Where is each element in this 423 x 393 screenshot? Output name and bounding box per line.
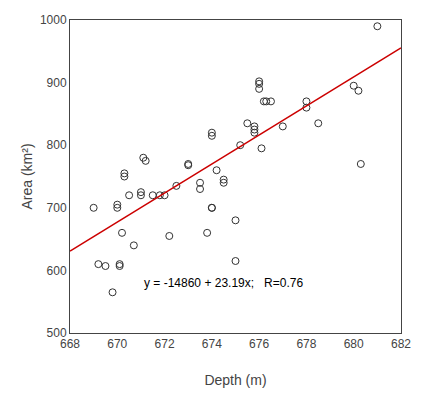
svg-text:1000: 1000 xyxy=(40,13,67,27)
svg-text:Depth (m): Depth (m) xyxy=(204,372,266,388)
svg-text:668: 668 xyxy=(60,337,80,351)
svg-text:800: 800 xyxy=(47,138,67,152)
svg-text:670: 670 xyxy=(107,337,127,351)
svg-text:676: 676 xyxy=(249,337,269,351)
svg-text:900: 900 xyxy=(47,76,67,90)
svg-text:680: 680 xyxy=(344,337,364,351)
svg-text:500: 500 xyxy=(47,326,67,340)
svg-text:y = -14860 + 23.19x; R=0.76: y = -14860 + 23.19x; R=0.76 xyxy=(144,276,303,290)
svg-text:700: 700 xyxy=(47,201,67,215)
svg-text:600: 600 xyxy=(47,264,67,278)
svg-text:672: 672 xyxy=(155,337,175,351)
svg-text:678: 678 xyxy=(296,337,316,351)
svg-text:682: 682 xyxy=(391,337,411,351)
svg-text:Area (km²): Area (km²) xyxy=(19,143,35,209)
svg-text:674: 674 xyxy=(202,337,222,351)
